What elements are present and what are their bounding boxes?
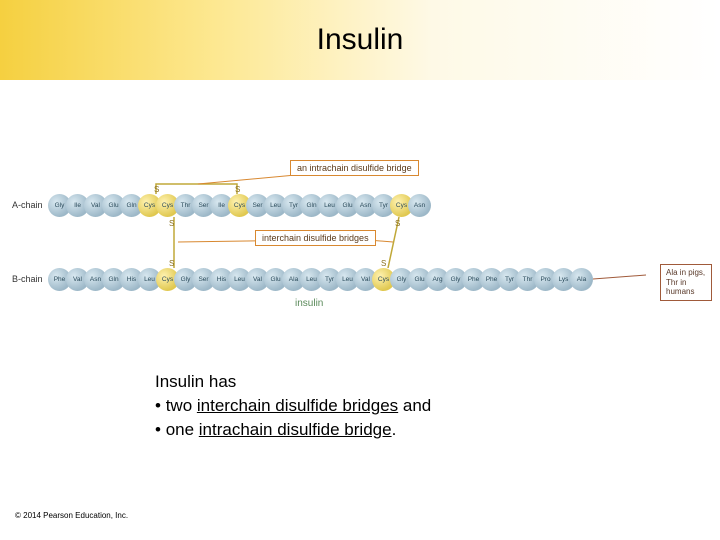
chain-a: GlyIleValGluGlnCysCysThrSerIleCysSerLeuT… — [48, 194, 426, 217]
header-bar: Insulin — [0, 0, 720, 80]
b2-pre: one — [166, 420, 199, 439]
b1-u: interchain disulfide bridges — [197, 396, 398, 415]
intrachain-callout: an intrachain disulfide bridge — [290, 160, 419, 176]
copyright: © 2014 Pearson Education, Inc. — [15, 511, 128, 520]
b2-post: . — [392, 420, 397, 439]
insulin-diagram: A-chain B-chain GlyIleValGluGlnCysCysThr… — [0, 170, 720, 330]
molecule-name: insulin — [295, 298, 323, 309]
svg-text:S: S — [395, 219, 400, 228]
chain-a-label: A-chain — [12, 200, 43, 210]
svg-text:S: S — [381, 259, 386, 268]
svg-text:S: S — [235, 185, 240, 194]
bead-a-20: Asn — [408, 194, 431, 217]
bead-b-29: Ala — [570, 268, 593, 291]
svg-text:S: S — [169, 259, 174, 268]
bullet-1: • two interchain disulfide bridges and — [155, 394, 720, 418]
b1-pre: two — [166, 396, 197, 415]
b2-u: intrachain disulfide bridge — [199, 420, 392, 439]
chain-b: PheValAsnGlnHisLeuCysGlySerHisLeuValGluA… — [48, 268, 588, 291]
bullet-2: • one intrachain disulfide bridge. — [155, 418, 720, 442]
svg-text:S: S — [169, 219, 174, 228]
b1-post: and — [398, 396, 431, 415]
species-note: Ala in pigs, Thr in humans — [660, 264, 712, 301]
body-text: Insulin has • two interchain disulfide b… — [155, 370, 720, 441]
svg-text:S: S — [154, 185, 159, 194]
chain-b-label: B-chain — [12, 274, 43, 284]
interchain-callout: interchain disulfide bridges — [255, 230, 376, 246]
body-intro: Insulin has — [155, 370, 720, 394]
page-title: Insulin — [317, 23, 404, 57]
